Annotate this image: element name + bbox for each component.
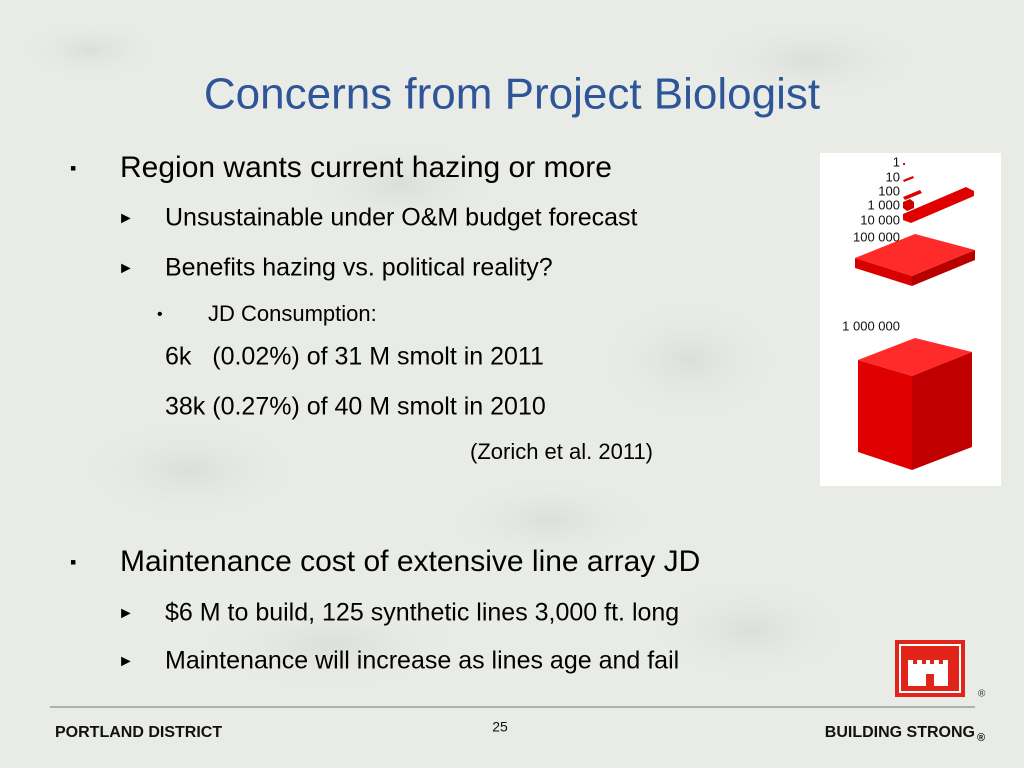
logo-registered: ® [978,689,986,700]
figure-label: 1 000 000 [842,318,900,333]
figure-label: 1 [893,154,900,169]
bullet-marker: ▪ [70,552,76,572]
cube-illustration [855,163,975,470]
title: Concerns from Project Biologist [204,70,820,119]
bullet-marker: ► [118,653,134,670]
bullet-marker: ► [118,260,134,277]
figure-label: 10 000 [860,212,900,227]
bullet-text: Maintenance cost of extensive line array… [120,545,700,578]
bullet-text: JD Consumption: [208,301,377,326]
figure-label: 10 [886,169,900,184]
bullet-text: Maintenance will increase as lines age a… [165,647,679,675]
bullet-list: ▪ Region wants current hazing or more ► Uns… [70,151,700,675]
bullet-marker: • [157,306,163,323]
logo [895,640,965,697]
bullet-marker: ► [118,210,134,227]
camo-pattern [20,20,920,690]
figure-label: 100 000 [853,229,900,244]
figure-label: 100 [878,183,900,198]
figure-label: 1 000 [867,197,900,212]
bullet-text: 6k (0.02%) of 31 M smolt in 2011 [165,343,544,371]
bullet-text: Unsustainable under O&M budget forecast [165,204,638,232]
bullet-marker: ► [118,605,134,622]
footer-left: PORTLAND DISTRICT [55,724,222,741]
footer-right: BUILDING STRONG [825,724,975,741]
page-number: 25 [492,719,508,735]
footer-right-mark: ® [977,732,985,744]
bullet-text: (Zorich et al. 2011) [470,439,653,464]
bullet-marker: ▪ [70,158,76,178]
bullet-text: $6 M to build, 125 synthetic lines 3,000… [165,599,679,627]
bullet-text: Region wants current hazing or more [120,151,612,184]
bullet-text: Benefits hazing vs. political reality? [165,254,553,282]
bullet-text: 38k (0.27%) of 40 M smolt in 2010 [165,393,546,421]
